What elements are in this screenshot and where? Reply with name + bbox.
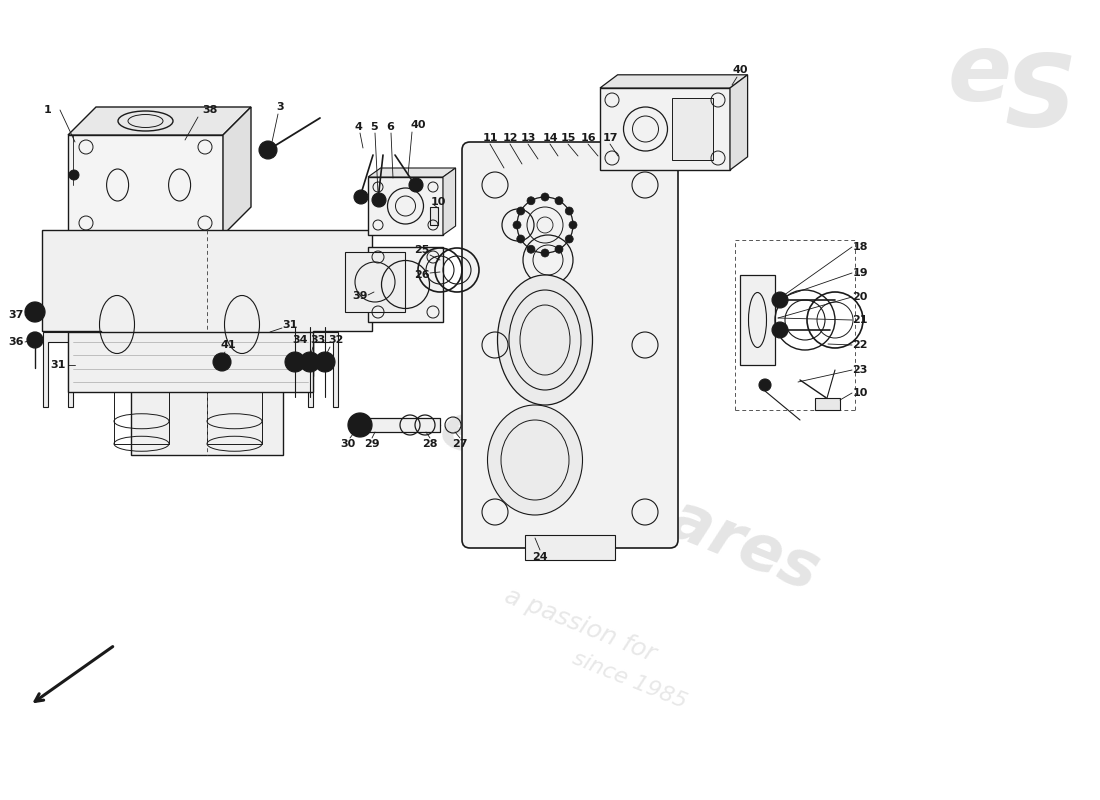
Text: 21: 21 <box>852 315 868 325</box>
Text: 41: 41 <box>220 340 235 350</box>
Polygon shape <box>68 107 251 135</box>
Text: 25: 25 <box>415 245 430 255</box>
Text: 26: 26 <box>415 270 430 280</box>
Circle shape <box>541 249 549 257</box>
Text: 6: 6 <box>386 122 394 132</box>
Text: 23: 23 <box>852 365 868 375</box>
Bar <box>740 275 776 365</box>
Polygon shape <box>730 75 748 170</box>
Text: 22: 22 <box>852 340 868 350</box>
Bar <box>430 207 438 225</box>
Circle shape <box>213 353 231 371</box>
Text: 33: 33 <box>310 335 326 345</box>
Text: since 1985: since 1985 <box>570 648 690 712</box>
Text: 20: 20 <box>852 292 868 302</box>
Text: 30: 30 <box>340 439 355 449</box>
Bar <box>345 252 405 312</box>
Text: 32: 32 <box>328 335 343 345</box>
Bar <box>525 535 615 560</box>
Text: 4: 4 <box>354 122 362 132</box>
Text: e: e <box>948 29 1012 121</box>
Bar <box>815 398 840 410</box>
Text: 10: 10 <box>430 197 446 207</box>
Circle shape <box>556 197 563 205</box>
Text: 40: 40 <box>410 120 426 130</box>
Text: 28: 28 <box>422 439 438 449</box>
Text: 31: 31 <box>283 320 298 330</box>
Circle shape <box>69 170 79 180</box>
Polygon shape <box>443 168 455 235</box>
Circle shape <box>354 190 368 204</box>
Text: 16: 16 <box>580 133 596 143</box>
Bar <box>671 98 713 160</box>
Text: 36: 36 <box>9 337 24 347</box>
Text: 14: 14 <box>542 133 558 143</box>
Circle shape <box>565 235 573 243</box>
Circle shape <box>565 207 573 215</box>
Polygon shape <box>68 135 223 235</box>
Text: 39: 39 <box>352 291 367 301</box>
Polygon shape <box>43 332 73 407</box>
Circle shape <box>258 141 277 159</box>
Circle shape <box>372 193 386 207</box>
Bar <box>355 418 440 432</box>
Circle shape <box>517 207 525 215</box>
Circle shape <box>556 246 563 254</box>
Text: S: S <box>1004 51 1076 149</box>
Circle shape <box>527 197 535 205</box>
Text: eurospares: eurospares <box>431 395 829 605</box>
Polygon shape <box>308 332 338 407</box>
Circle shape <box>285 352 305 372</box>
Circle shape <box>300 352 320 372</box>
Text: 18: 18 <box>852 242 868 252</box>
Bar <box>114 344 169 444</box>
Circle shape <box>513 221 521 229</box>
Text: 34: 34 <box>293 335 308 345</box>
Circle shape <box>409 178 424 192</box>
Text: 27: 27 <box>452 439 468 449</box>
Circle shape <box>25 302 45 322</box>
Text: 3: 3 <box>276 102 284 112</box>
Ellipse shape <box>497 275 593 405</box>
Ellipse shape <box>487 405 583 515</box>
Text: 37: 37 <box>9 310 24 320</box>
Text: a passion for: a passion for <box>500 584 659 666</box>
Polygon shape <box>223 107 251 235</box>
Circle shape <box>315 352 336 372</box>
Text: 12: 12 <box>503 133 518 143</box>
Text: 31: 31 <box>51 360 66 370</box>
Polygon shape <box>42 230 372 455</box>
Circle shape <box>527 246 535 254</box>
Circle shape <box>569 221 578 229</box>
Text: 29: 29 <box>364 439 380 449</box>
Text: 19: 19 <box>852 268 868 278</box>
Text: 17: 17 <box>603 133 618 143</box>
Circle shape <box>28 332 43 348</box>
Bar <box>207 344 262 444</box>
Circle shape <box>541 193 549 201</box>
Circle shape <box>772 292 788 308</box>
Text: 10: 10 <box>852 388 868 398</box>
Bar <box>368 247 443 322</box>
Circle shape <box>348 413 372 437</box>
Text: 1: 1 <box>44 105 52 115</box>
Text: 11: 11 <box>482 133 497 143</box>
Circle shape <box>772 322 788 338</box>
Circle shape <box>759 379 771 391</box>
Polygon shape <box>600 75 748 88</box>
Polygon shape <box>368 177 443 235</box>
Text: 13: 13 <box>520 133 536 143</box>
Text: 40: 40 <box>733 65 748 75</box>
Text: 38: 38 <box>202 105 218 115</box>
Text: 5: 5 <box>371 122 377 132</box>
Bar <box>68 332 314 392</box>
Polygon shape <box>600 88 730 170</box>
Text: 15: 15 <box>560 133 575 143</box>
Text: 24: 24 <box>532 552 548 562</box>
FancyBboxPatch shape <box>462 142 678 548</box>
Polygon shape <box>368 168 455 177</box>
Circle shape <box>517 235 525 243</box>
